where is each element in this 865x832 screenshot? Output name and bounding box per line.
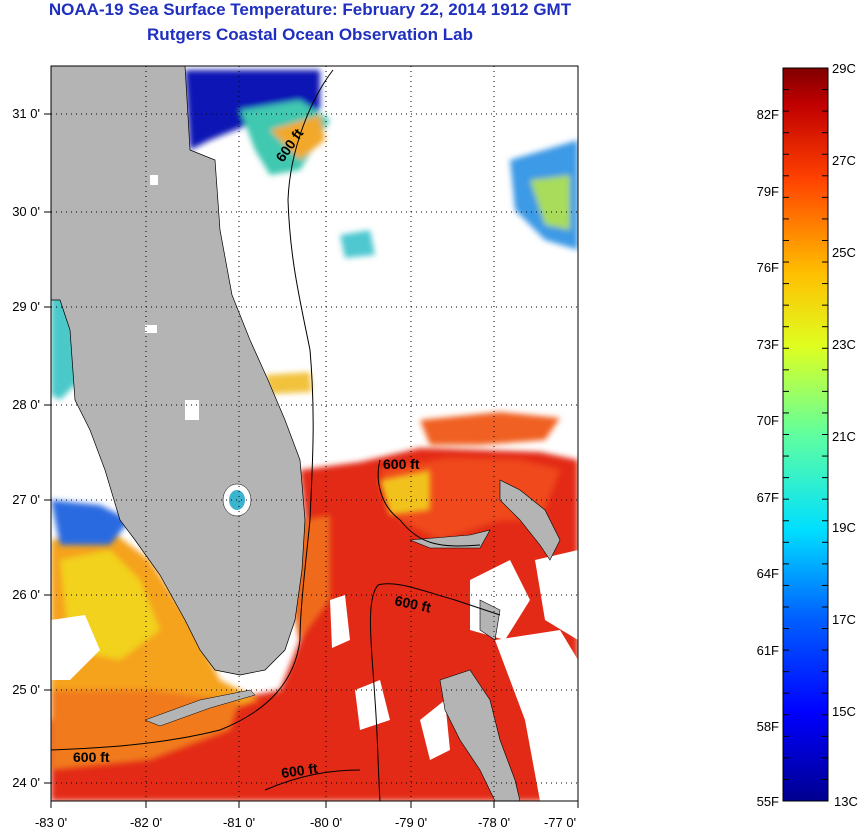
cloud-patches <box>51 550 578 801</box>
lon-label: -81 0' <box>223 815 255 830</box>
lon-label: -78 0' <box>478 815 510 830</box>
lon-label: -79 0' <box>395 815 427 830</box>
fahrenheit-label: 67F <box>757 490 779 505</box>
lat-label: 29 0' <box>12 299 40 314</box>
fahrenheit-label: 73F <box>757 337 779 352</box>
celsius-label: 13C <box>834 794 858 809</box>
celsius-label: 23C <box>832 337 856 352</box>
lon-label: -82 0' <box>130 815 162 830</box>
celsius-labels: 29C 27C 25C 23C 21C 19C 17C 15C 13C <box>832 61 858 809</box>
lon-label: -77 0' <box>544 815 576 830</box>
contour-label-600ft: 600 ft <box>393 592 432 615</box>
lat-label: 27 0' <box>12 492 40 507</box>
map-title: NOAA-19 Sea Surface Temperature: Februar… <box>48 0 572 19</box>
lat-label: 24 0' <box>12 775 40 790</box>
celsius-label: 29C <box>832 61 856 76</box>
longitude-labels: -83 0' -82 0' -81 0' -80 0' -79 0' -78 0… <box>35 815 576 830</box>
celsius-label: 19C <box>832 520 856 535</box>
fahrenheit-label: 64F <box>757 566 779 581</box>
map-subtitle: Rutgers Coastal Ocean Observation Lab <box>147 25 473 44</box>
celsius-label: 17C <box>832 612 856 627</box>
fahrenheit-label: 61F <box>757 643 779 658</box>
celsius-label: 25C <box>832 245 856 260</box>
lat-label: 31 0' <box>12 106 40 121</box>
celsius-label: 27C <box>832 153 856 168</box>
fahrenheit-label: 70F <box>757 413 779 428</box>
cold-water <box>185 70 330 175</box>
contour-label-600ft: 600 ft <box>383 456 420 472</box>
map-frame <box>50 65 579 802</box>
lon-label: -83 0' <box>35 815 67 830</box>
lat-label: 25 0' <box>12 682 40 697</box>
lat-label: 28 0' <box>12 397 40 412</box>
celsius-label: 15C <box>832 704 856 719</box>
contour-label-600ft: 600 ft <box>73 749 110 765</box>
florida-land <box>51 66 306 676</box>
florida-keys <box>144 689 256 727</box>
celsius-label: 21C <box>832 429 856 444</box>
contour-label-600ft: 600 ft <box>280 760 319 781</box>
fahrenheit-label: 82F <box>757 107 779 122</box>
colorbar-ticks <box>783 67 828 802</box>
tick-marks <box>44 113 579 808</box>
latitude-labels: 31 0' 30 0' 29 0' 28 0' 27 0' 26 0' 25 0… <box>12 106 40 790</box>
fahrenheit-label: 76F <box>757 260 779 275</box>
fahrenheit-label: 58F <box>757 719 779 734</box>
fahrenheit-label: 55F <box>757 794 779 809</box>
lon-label: -80 0' <box>310 815 342 830</box>
isobath-600ft <box>51 69 501 801</box>
fahrenheit-labels: 82F 79F 76F 73F 70F 67F 64F 61F 58F 55F <box>757 107 779 809</box>
fahrenheit-label: 79F <box>757 184 779 199</box>
colorbar-gradient <box>782 67 829 802</box>
lat-label: 26 0' <box>12 587 40 602</box>
lat-label: 30 0' <box>12 204 40 219</box>
